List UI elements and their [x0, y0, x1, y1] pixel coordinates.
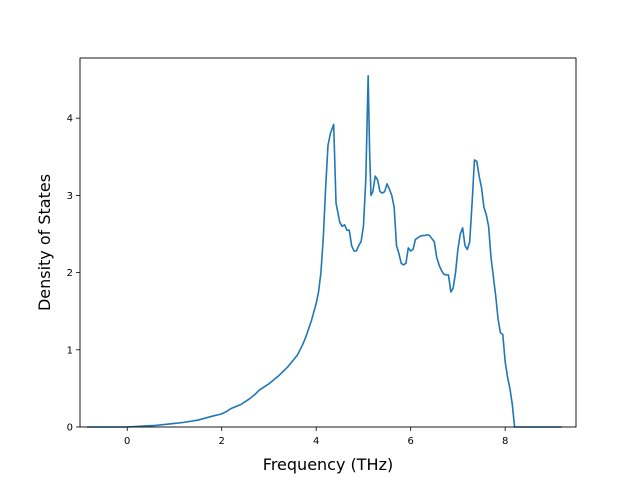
x-axis-label: Frequency (THz)	[263, 455, 393, 474]
x-tick-label: 4	[313, 436, 319, 447]
x-tick-label: 2	[219, 436, 225, 447]
x-tick-label: 6	[407, 436, 413, 447]
series-line	[87, 74, 562, 428]
plot-frame	[79, 57, 577, 428]
y-tick-label: 4	[67, 114, 73, 125]
x-tick-label: 8	[502, 436, 508, 447]
y-tick-label: 2	[67, 268, 73, 279]
ticks: 0 2 4 6 8 0 1 2 3 4	[67, 114, 509, 447]
y-tick-label: 0	[67, 423, 73, 434]
y-axis-label: Density of States	[35, 174, 54, 311]
y-tick-label: 1	[67, 345, 73, 356]
x-tick-label: 0	[124, 436, 130, 447]
y-tick-label: 3	[67, 191, 73, 202]
